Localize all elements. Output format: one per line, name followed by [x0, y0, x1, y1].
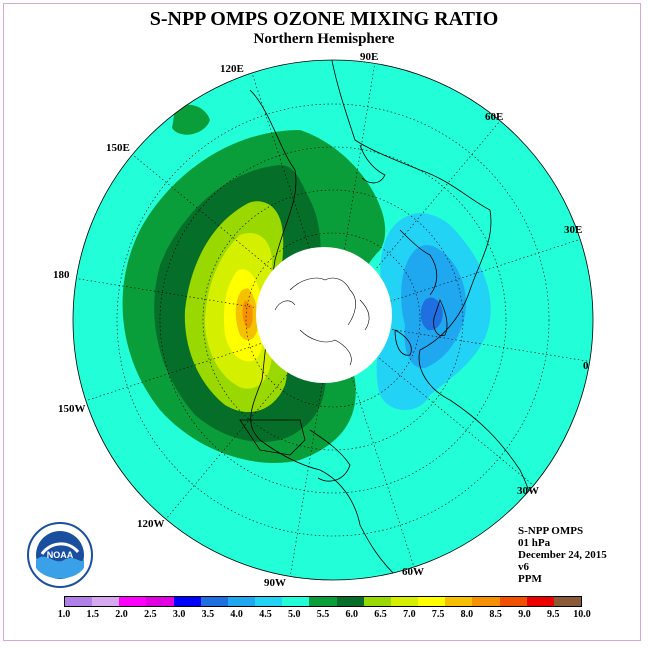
- colorbar-swatch: [146, 597, 174, 606]
- lon-label-150e: 150E: [106, 142, 130, 154]
- colorbar-tick-label: 8.5: [489, 609, 502, 620]
- info-block: S-NPP OMPS 01 hPa December 24, 2015 v6 P…: [518, 525, 607, 585]
- colorbar-swatch: [200, 597, 228, 606]
- contour-8.5: [242, 300, 253, 329]
- chart-subtitle: Northern Hemisphere: [253, 31, 395, 47]
- colorbar-tick-label: 6.0: [345, 609, 359, 620]
- colorbar-tick-label: 9.0: [518, 609, 531, 620]
- contour-3.5: [420, 297, 443, 331]
- colorbar-swatch: [472, 597, 500, 606]
- colorbar-tick-label: 7.5: [431, 609, 445, 620]
- info-version: v6: [518, 561, 529, 573]
- colorbar-swatch: [553, 597, 581, 606]
- colorbar-swatch: [526, 597, 554, 606]
- colorbar-swatch: [65, 597, 93, 606]
- colorbar-swatch: [227, 597, 256, 606]
- colorbar-swatch: [418, 597, 446, 606]
- colorbar-tick-label: 3.5: [201, 609, 215, 620]
- lon-label-30w: 30W: [517, 485, 539, 497]
- lon-label-30e: 30E: [564, 224, 583, 236]
- chart-title: S-NPP OMPS OZONE MIXING RATIO: [149, 8, 499, 30]
- colorbar: [64, 596, 582, 607]
- colorbar-swatch: [336, 597, 364, 606]
- colorbar-swatch: [255, 597, 283, 606]
- colorbar-swatch: [92, 597, 120, 606]
- colorbar-swatch: [282, 597, 310, 606]
- colorbar-tick-label: 1.5: [86, 609, 100, 620]
- colorbar-tick-label: 9.5: [546, 609, 560, 620]
- colorbar-tick-label: 6.5: [374, 609, 387, 620]
- logo-text: NOAA: [47, 550, 74, 560]
- colorbar-swatch: [309, 597, 337, 606]
- lon-label-150w: 150W: [58, 403, 86, 415]
- colorbar-labels: 1.0 1.5 2.0 2.5 3.0 3.5 4.0 4.5 5.0 5.5 6.0 6.5 7.0 7…: [58, 609, 591, 621]
- colorbar-tick-label: 5.0: [287, 609, 301, 620]
- colorbar-swatch: [390, 597, 419, 606]
- colorbar-swatch: [363, 597, 391, 606]
- colorbar-swatch: [173, 597, 201, 606]
- colorbar-tick-label: 3.0: [172, 609, 186, 620]
- colorbar-tick-label: 4.5: [259, 609, 272, 620]
- lon-label-120w: 120W: [137, 518, 165, 530]
- info-date: December 24, 2015: [518, 549, 607, 561]
- arctic-coastlines: [274, 277, 370, 366]
- no-data-polar-region: [256, 247, 392, 383]
- figure-frame: [3, 3, 641, 641]
- colorbar-tick-label: 10.0: [573, 609, 591, 620]
- lon-label-120e: 120E: [220, 63, 244, 75]
- colorbar-swatch: [499, 597, 527, 606]
- lon-label-60w: 60W: [402, 566, 424, 578]
- colorbar-tick-label: 2.0: [115, 609, 128, 620]
- colorbar-tick-label: 8.0: [460, 609, 474, 620]
- noaa-logo: NOAA: [27, 522, 93, 588]
- colorbar-tick-label: 2.5: [144, 609, 157, 620]
- lon-label-0: 0: [583, 360, 589, 372]
- colorbar-tick-label: 5.5: [316, 609, 330, 620]
- info-units: PPM: [518, 573, 542, 585]
- lon-label-60e: 60E: [485, 111, 504, 123]
- contour-5.5b: [172, 104, 210, 135]
- lon-label-90e: 90E: [360, 51, 379, 63]
- info-instrument: S-NPP OMPS: [518, 525, 584, 537]
- colorbar-tick-label: 4.0: [230, 609, 243, 620]
- colorbar-swatch: [445, 597, 473, 606]
- lon-label-180: 180: [53, 269, 70, 281]
- colorbar-swatch: [119, 597, 147, 606]
- coastlines: [239, 60, 541, 576]
- graticule: [73, 61, 593, 579]
- info-level: 01 hPa: [518, 537, 551, 549]
- colorbar-tick-label: 1.0: [57, 609, 71, 620]
- colorbar-tick-label: 7.0: [403, 609, 416, 620]
- map-boundary: [72, 59, 594, 581]
- lon-label-90w: 90W: [264, 577, 286, 589]
